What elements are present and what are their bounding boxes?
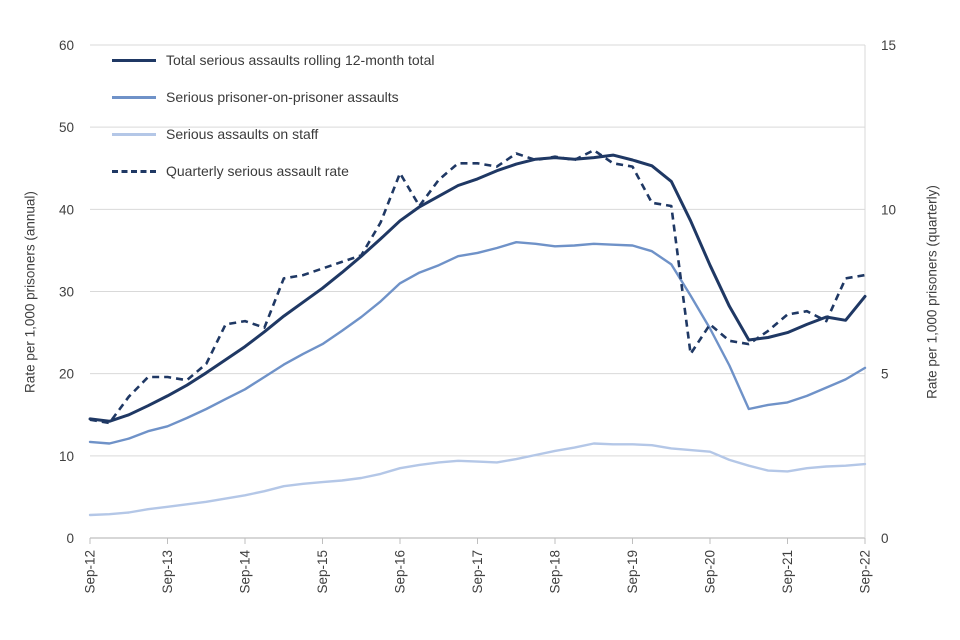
svg-text:60: 60 <box>59 38 74 53</box>
svg-text:Sep-15: Sep-15 <box>315 550 330 594</box>
legend-item-staff: Serious assaults on staff <box>112 126 434 142</box>
svg-text:10: 10 <box>881 202 896 217</box>
legend-label-prisoner: Serious prisoner-on-prisoner assaults <box>166 89 399 105</box>
svg-text:Sep-19: Sep-19 <box>625 550 640 594</box>
legend-label-staff: Serious assaults on staff <box>166 126 319 142</box>
svg-text:20: 20 <box>59 367 74 382</box>
svg-text:Sep-17: Sep-17 <box>470 550 485 594</box>
svg-text:Sep-14: Sep-14 <box>238 550 253 594</box>
svg-text:Sep-13: Sep-13 <box>160 550 175 594</box>
legend-item-prisoner: Serious prisoner-on-prisoner assaults <box>112 89 434 105</box>
legend-item-quarterly: Quarterly serious assault rate <box>112 163 434 179</box>
svg-text:0: 0 <box>66 531 74 546</box>
svg-text:Sep-20: Sep-20 <box>703 550 718 594</box>
legend-line-total-icon <box>112 58 156 62</box>
gridlines <box>90 44 866 539</box>
svg-text:10: 10 <box>59 449 74 464</box>
svg-text:Sep-22: Sep-22 <box>858 550 873 594</box>
svg-text:40: 40 <box>59 202 74 217</box>
svg-text:30: 30 <box>59 285 74 300</box>
axis-tick-labels: 0 10 20 30 40 50 60 0 5 10 15 <box>59 38 896 546</box>
series-line-0 <box>88 153 867 423</box>
series-line-2 <box>88 442 867 517</box>
svg-text:5: 5 <box>881 367 889 382</box>
svg-text:Sep-12: Sep-12 <box>83 550 98 594</box>
svg-text:Sep-18: Sep-18 <box>548 550 563 594</box>
svg-text:15: 15 <box>881 38 896 53</box>
svg-text:50: 50 <box>59 120 74 135</box>
series-line-1 <box>88 241 867 445</box>
legend-label-total: Total serious assaults rolling 12-month … <box>166 52 435 68</box>
legend-line-prisoner-icon <box>112 95 156 99</box>
svg-text:Sep-21: Sep-21 <box>780 550 795 594</box>
series-lines <box>88 148 867 517</box>
x-axis-labels: Sep-12 Sep-13 Sep-14 Sep-15 Sep-16 Sep-17 Sep-… <box>83 538 873 594</box>
chart-legend: Total serious assaults rolling 12-month … <box>112 52 434 179</box>
svg-text:Sep-16: Sep-16 <box>393 550 408 594</box>
legend-line-staff-icon <box>112 132 156 136</box>
right-axis-title: Rate per 1,000 prisoners (quarterly) <box>924 185 940 399</box>
svg-text:0: 0 <box>881 531 889 546</box>
legend-label-quarterly: Quarterly serious assault rate <box>166 163 349 179</box>
legend-line-quarterly-icon <box>112 169 156 173</box>
series-line-3 <box>89 148 866 425</box>
legend-item-total: Total serious assaults rolling 12-month … <box>112 52 434 68</box>
left-axis-title: Rate per 1,000 prisoners (annual) <box>22 191 38 393</box>
